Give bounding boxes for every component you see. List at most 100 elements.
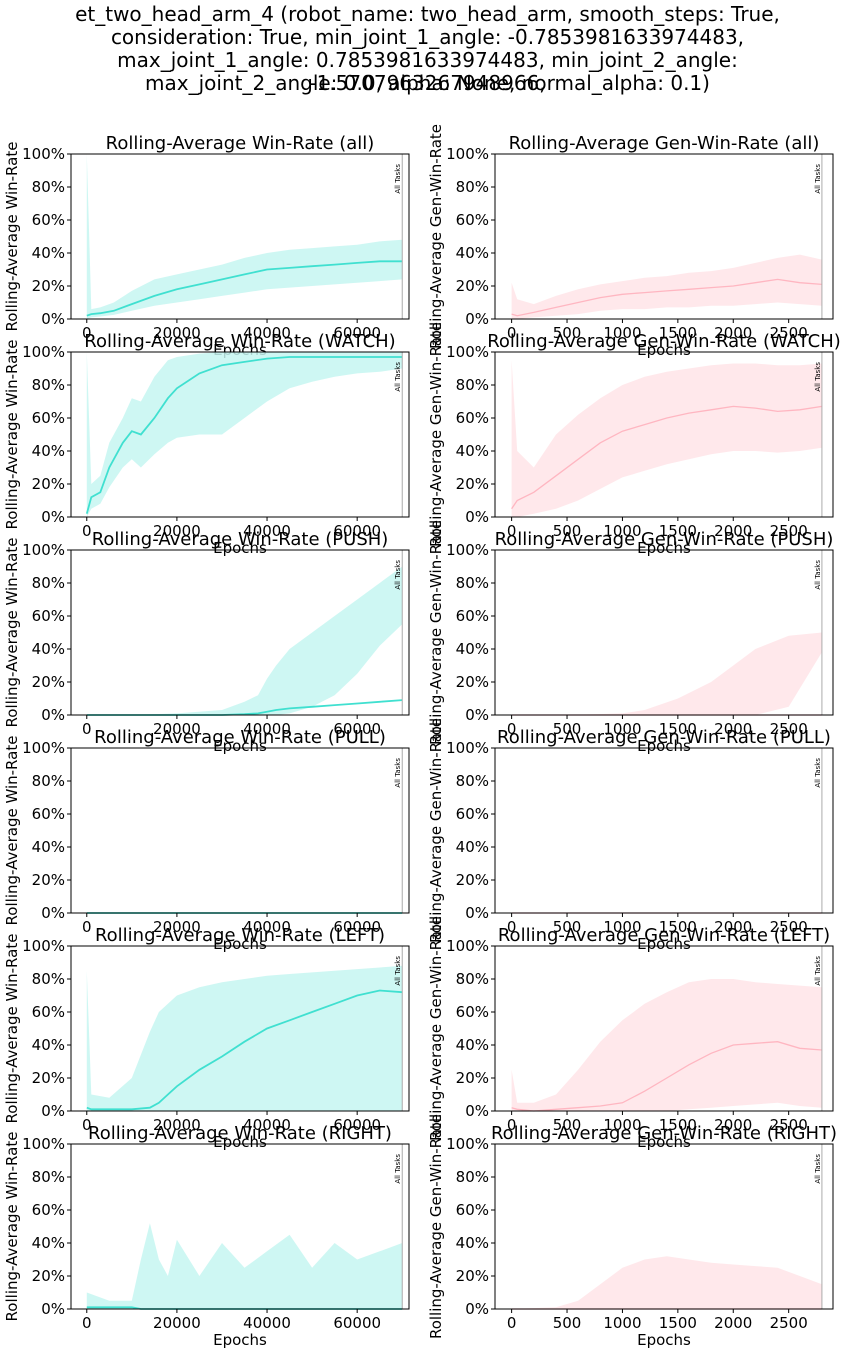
y-tick-label: 60% <box>456 1003 489 1021</box>
y-tick-label: 80% <box>32 376 65 394</box>
x-tick-label: 500 <box>553 1314 582 1332</box>
y-tick-label: 40% <box>456 1036 489 1054</box>
y-tick-label: 40% <box>32 244 65 262</box>
y-tick-label: 20% <box>32 1267 65 1285</box>
marker-label: All Tasks <box>814 164 822 194</box>
x-tick-label: 1500 <box>659 522 697 540</box>
series-line <box>511 405 822 510</box>
y-tick-label: 40% <box>32 442 65 460</box>
y-tick-label: 40% <box>32 838 65 856</box>
x-tick-label: 0 <box>82 1314 92 1332</box>
x-tick-label: 2500 <box>770 918 808 936</box>
y-tick-label: 80% <box>456 376 489 394</box>
x-axis-label: Epochs <box>637 341 691 359</box>
x-axis-label: Epochs <box>213 539 267 557</box>
subplot-8: All Tasks 0% 20% 40% 60% 80% 100% 0 500 1000 1500 2… <box>427 718 834 953</box>
x-tick-label: 500 <box>553 1116 582 1134</box>
axes-frame <box>70 351 410 518</box>
marker-label: All Tasks <box>814 956 822 986</box>
y-tick-label: 100% <box>446 1135 489 1153</box>
x-tick-label: 0 <box>82 324 92 342</box>
axes-frame <box>70 153 410 320</box>
subplot-1: All Tasks 0% 20% 40% 60% 80% 100% 0 20000 40000 60… <box>3 133 410 359</box>
y-tick-label: 100% <box>22 739 65 757</box>
x-tick-label: 0 <box>507 1314 517 1332</box>
band-area <box>511 632 822 715</box>
marker-label: All Tasks <box>394 164 402 194</box>
marker-label: All Tasks <box>814 362 822 392</box>
x-tick-label: 1000 <box>603 720 641 738</box>
marker-label: All Tasks <box>814 1154 822 1184</box>
y-tick-label: 100% <box>22 145 65 163</box>
y-tick-label: 80% <box>456 1168 489 1186</box>
band-area <box>86 352 403 517</box>
x-tick-label: 2500 <box>770 720 808 738</box>
y-tick-label: 20% <box>456 871 489 889</box>
y-tick-label: 0% <box>41 706 65 724</box>
y-tick-label: 40% <box>32 1036 65 1054</box>
x-tick-label: 60000 <box>333 720 381 738</box>
y-tick-label: 40% <box>456 640 489 658</box>
x-tick-label: 20000 <box>153 720 201 738</box>
subplot-title: Rolling-Average Win-Rate (WATCH) <box>84 331 395 352</box>
suptitle-line-2: consideration: True, min_joint_1_angle: … <box>110 25 745 49</box>
subplot-title: Rolling-Average Gen-Win-Rate (PUSH) <box>495 529 834 550</box>
y-tick-label: 0% <box>41 1300 65 1318</box>
band-area <box>511 360 822 517</box>
y-tick-label: 60% <box>32 805 65 823</box>
y-tick-label: 0% <box>465 1102 489 1120</box>
y-tick-label: 80% <box>456 970 489 988</box>
x-axis-label: Epochs <box>637 737 691 755</box>
x-tick-label: 40000 <box>243 324 291 342</box>
x-axis-label: Epochs <box>637 1331 691 1349</box>
y-tick-label: 0% <box>465 904 489 922</box>
x-tick-label: 0 <box>507 720 517 738</box>
y-axis-label: Rolling-Average Gen-Win-Rate <box>427 520 445 745</box>
y-tick-label: 80% <box>32 574 65 592</box>
y-axis-label: Rolling-Average Win-Rate <box>3 934 21 1124</box>
y-axis-label: Rolling-Average Win-Rate <box>3 142 21 332</box>
x-tick-label: 1500 <box>659 1116 697 1134</box>
x-tick-label: 1000 <box>603 1314 641 1332</box>
y-tick-label: 20% <box>32 1069 65 1087</box>
y-tick-label: 20% <box>32 871 65 889</box>
x-tick-label: 2000 <box>714 324 752 342</box>
axes-frame <box>494 945 834 1112</box>
x-tick-label: 1000 <box>603 1116 641 1134</box>
x-tick-label: 1000 <box>603 522 641 540</box>
x-tick-label: 20000 <box>153 918 201 936</box>
x-tick-label: 0 <box>507 324 517 342</box>
subplot-6: All Tasks 0% 20% 40% 60% 80% 100% 0 500 1000 1500 2… <box>427 520 834 755</box>
y-tick-label: 40% <box>456 442 489 460</box>
x-tick-label: 40000 <box>243 720 291 738</box>
y-axis-label: Rolling-Average Gen-Win-Rate <box>427 1114 445 1339</box>
x-tick-label: 60000 <box>333 1314 381 1332</box>
x-tick-label: 0 <box>82 522 92 540</box>
y-axis-label: Rolling-Average Win-Rate <box>3 538 21 728</box>
y-tick-label: 0% <box>41 508 65 526</box>
y-tick-label: 100% <box>446 739 489 757</box>
y-tick-label: 0% <box>41 1102 65 1120</box>
y-tick-label: 20% <box>456 277 489 295</box>
axes-frame <box>70 945 410 1112</box>
x-tick-label: 1500 <box>659 1314 697 1332</box>
y-axis-label: Rolling-Average Win-Rate <box>3 1132 21 1322</box>
x-tick-label: 40000 <box>243 1314 291 1332</box>
y-tick-label: 20% <box>32 673 65 691</box>
marker-label: All Tasks <box>394 956 402 986</box>
axes-frame <box>494 351 834 518</box>
x-tick-label: 500 <box>553 720 582 738</box>
x-tick-label: 60000 <box>333 522 381 540</box>
subplot-9: All Tasks 0% 20% 40% 60% 80% 100% 0 20000 40000 60… <box>3 925 410 1151</box>
y-tick-label: 60% <box>32 211 65 229</box>
series-line <box>86 989 403 1111</box>
y-tick-label: 100% <box>446 937 489 955</box>
marker-label: All Tasks <box>394 362 402 392</box>
x-tick-label: 2500 <box>770 1314 808 1332</box>
y-tick-label: 20% <box>32 277 65 295</box>
y-tick-label: 0% <box>465 508 489 526</box>
x-tick-label: 0 <box>82 720 92 738</box>
subplot-3: All Tasks 0% 20% 40% 60% 80% 100% 0 20000 40000 60… <box>3 331 410 557</box>
y-tick-label: 80% <box>32 1168 65 1186</box>
